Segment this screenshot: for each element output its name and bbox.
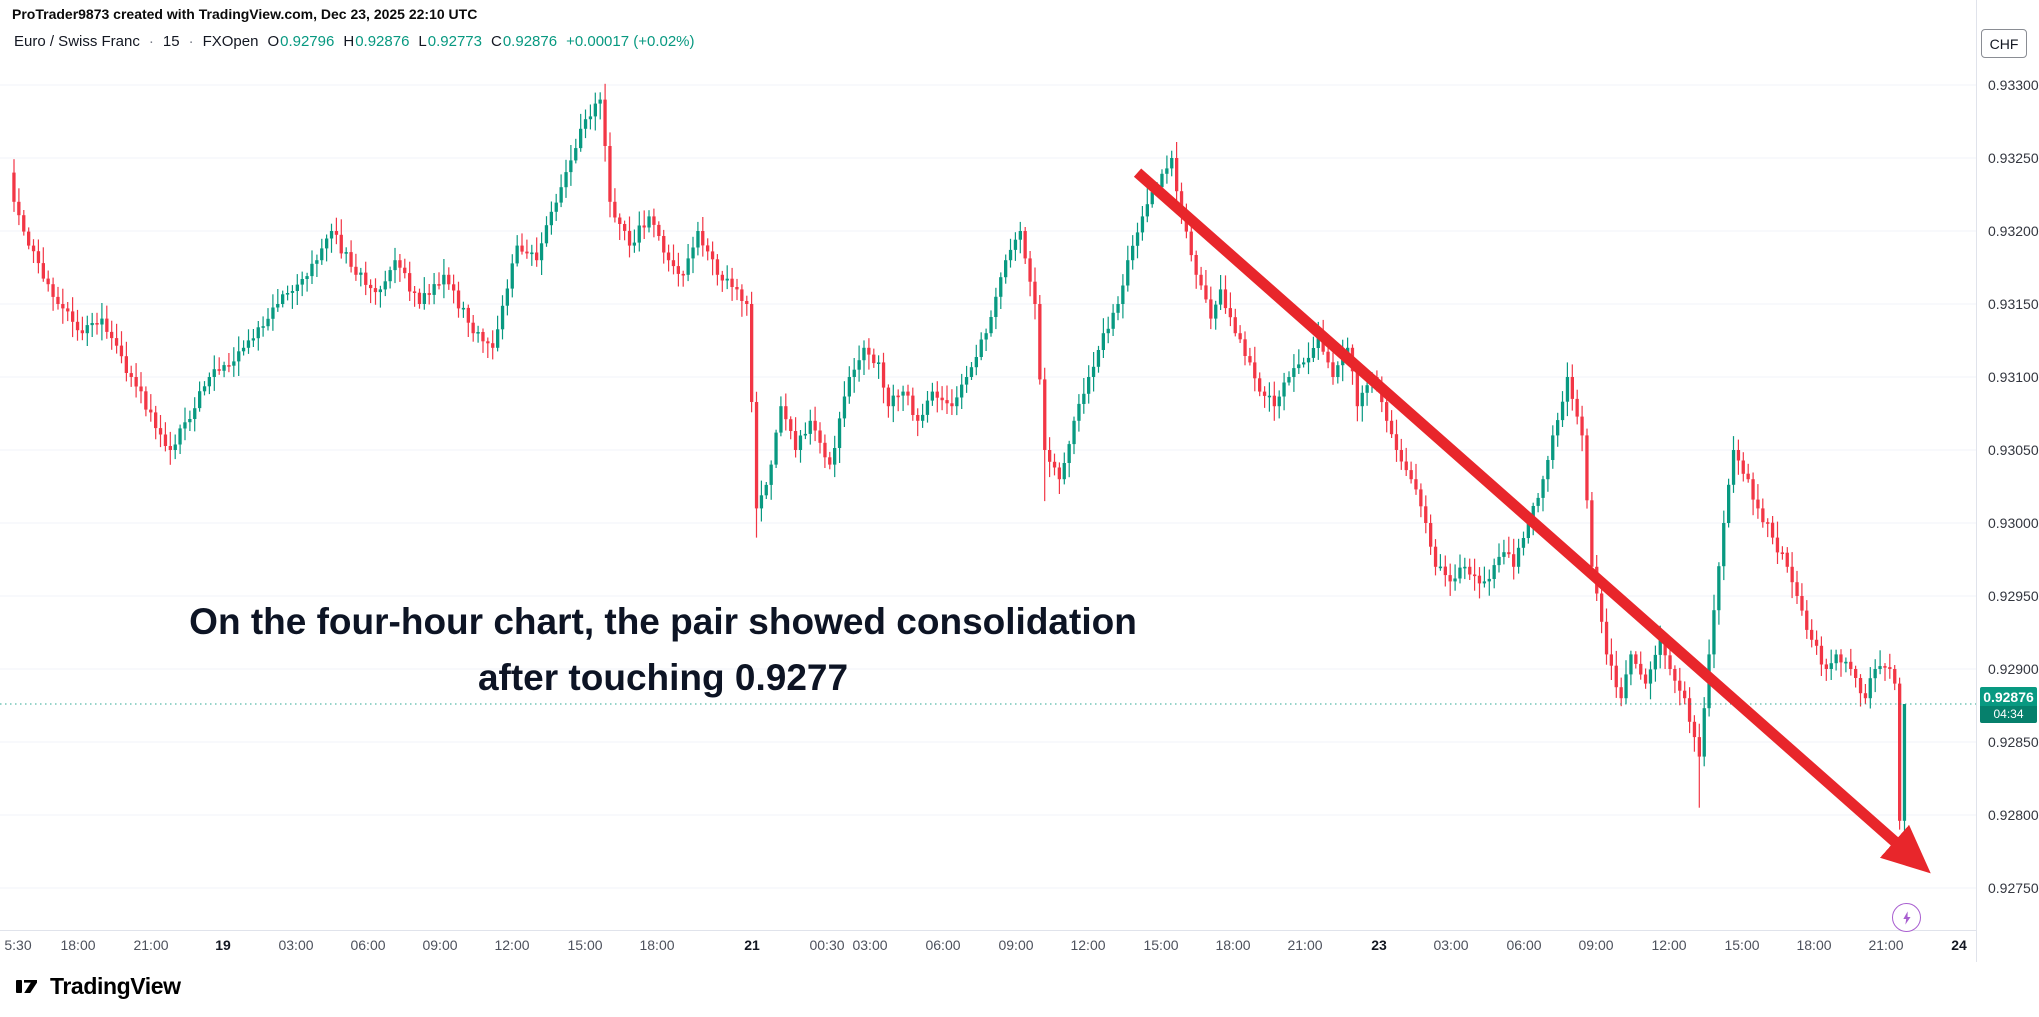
legend-separator: · [188, 33, 194, 50]
time-tick-label: 18:00 [1796, 937, 1832, 953]
price-tick-label: 0.92750 [1988, 880, 2039, 896]
time-tick-label: 18:00 [639, 937, 675, 953]
time-tick-label: 00:30 [809, 937, 845, 953]
time-tick-label: 18:00 [60, 937, 96, 953]
tradingview-logo-icon [16, 980, 37, 993]
legend-separator: · [148, 33, 154, 50]
time-tick-label: 15:00 [1143, 937, 1179, 953]
price-tick-label: 0.92950 [1988, 588, 2039, 604]
price-tick-label: 0.93250 [1988, 150, 2039, 166]
current-price-badge[interactable]: 0.92876 04:34 [1980, 687, 2037, 723]
price-tick-label: 0.93150 [1988, 296, 2039, 312]
time-tick-label: 06:00 [350, 937, 386, 953]
time-tick-label: 09:00 [1578, 937, 1614, 953]
time-tick-label: 09:00 [422, 937, 458, 953]
time-tick-label: 03:00 [1433, 937, 1469, 953]
time-tick-label: 18:00 [1215, 937, 1251, 953]
time-tick-label: 06:00 [925, 937, 961, 953]
price-tick-label: 0.93050 [1988, 442, 2039, 458]
price-tick-label: 0.93200 [1988, 223, 2039, 239]
time-tick-label: 5:30 [4, 937, 32, 953]
time-tick-label: 15:00 [567, 937, 603, 953]
time-tick-label: 19 [215, 937, 231, 953]
ohlc-low: L 0.92773 [418, 33, 482, 50]
interval-label[interactable]: 15 [162, 33, 180, 50]
time-tick-label: 03:00 [278, 937, 314, 953]
time-tick-label: 03:00 [852, 937, 888, 953]
tradingview-brand[interactable]: TradingView [14, 972, 181, 1000]
time-tick-label: 21:00 [1868, 937, 1904, 953]
time-tick-label: 21 [744, 937, 760, 953]
price-tick-label: 0.92850 [1988, 734, 2039, 750]
gridlines [0, 84, 1976, 889]
ohlc-open: O 0.92796 [267, 33, 335, 50]
candles-layer [12, 83, 1907, 855]
time-tick-label: 12:00 [1070, 937, 1106, 953]
time-tick-label: 12:00 [494, 937, 530, 953]
lightning-marker-icon[interactable] [1892, 903, 1921, 932]
ohlc-high: H 0.92876 [343, 33, 410, 50]
annotation-line-2: after touching 0.9277 [477, 656, 849, 698]
time-tick-label: 09:00 [998, 937, 1034, 953]
price-tick-label: 0.93100 [1988, 369, 2039, 385]
symbol-legend: Euro / Swiss Franc · 15 · FXOpen O 0.9279… [14, 33, 695, 50]
currency-button[interactable]: CHF [1981, 29, 2027, 58]
credit-line: ProTrader9873 created with TradingView.c… [12, 6, 478, 22]
time-tick-label: 24 [1951, 937, 1967, 953]
lightning-bolt-icon [1902, 910, 1911, 925]
annotation-text: On the four-hour chart, the pair showed … [133, 594, 1193, 705]
axis-borders [0, 0, 1977, 962]
change-label: +0.00017 (+0.02%) [566, 33, 695, 50]
time-tick-label: 21:00 [133, 937, 169, 953]
price-tick-label: 0.93000 [1988, 515, 2039, 531]
price-tick-label: 0.92800 [1988, 807, 2039, 823]
exchange-label[interactable]: FXOpen [202, 33, 259, 50]
price-tick-label: 0.93300 [1988, 77, 2039, 93]
trend-arrow-drawing[interactable] [1133, 168, 1931, 874]
annotation-line-1: On the four-hour chart, the pair showed … [189, 601, 1137, 642]
symbol-name[interactable]: Euro / Swiss Franc [14, 33, 140, 50]
time-tick-label: 15:00 [1724, 937, 1760, 953]
current-price-value: 0.92876 [1983, 689, 2034, 705]
time-tick-label: 12:00 [1651, 937, 1687, 953]
brand-wordmark: TradingView [50, 972, 181, 999]
price-tick-label: 0.92900 [1988, 661, 2039, 677]
bar-countdown: 04:34 [1980, 706, 2037, 723]
time-tick-label: 21:00 [1287, 937, 1323, 953]
time-tick-label: 23 [1371, 937, 1387, 953]
ohlc-close: C 0.92876 [491, 33, 558, 50]
time-tick-label: 06:00 [1506, 937, 1542, 953]
